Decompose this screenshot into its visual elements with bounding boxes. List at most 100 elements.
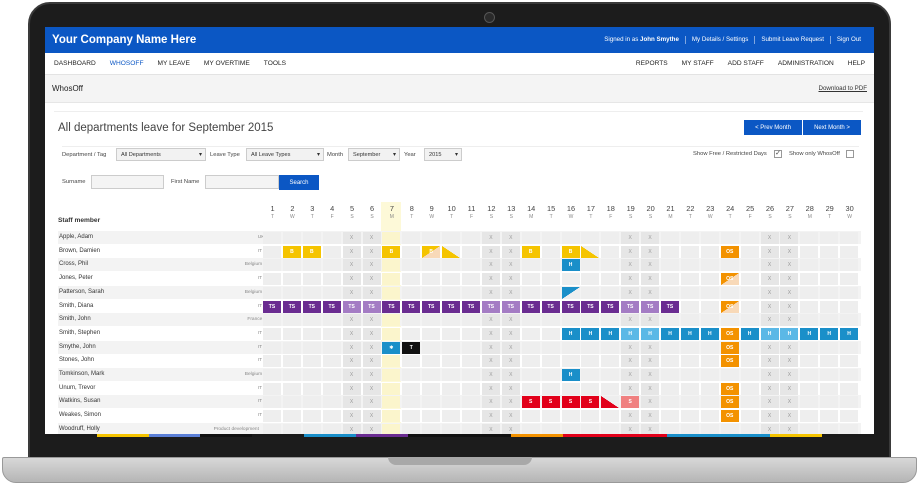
- table-row[interactable]: Tomkinson, Mark Belgium X X X X X X X X H: [58, 368, 861, 381]
- leave-cell[interactable]: S: [561, 396, 580, 409]
- weekend-cell[interactable]: X: [760, 300, 779, 313]
- staff-name[interactable]: Weakes, Simon: [59, 412, 101, 419]
- weekend-cell[interactable]: X: [481, 327, 500, 340]
- day-cell[interactable]: [820, 286, 839, 299]
- leave-cell[interactable]: B: [282, 245, 301, 258]
- nav-help[interactable]: HELP: [847, 60, 865, 67]
- leave-cell[interactable]: OS: [720, 410, 739, 423]
- day-cell[interactable]: [661, 382, 679, 395]
- day-cell[interactable]: [282, 341, 301, 354]
- weekend-cell[interactable]: X: [641, 259, 660, 272]
- day-cell[interactable]: [680, 410, 699, 423]
- day-cell[interactable]: [541, 382, 560, 395]
- day-cell[interactable]: [661, 410, 679, 423]
- day-cell[interactable]: [322, 396, 341, 409]
- day-cell[interactable]: [282, 355, 301, 368]
- day-cell[interactable]: [700, 410, 719, 423]
- day-cell[interactable]: [442, 259, 461, 272]
- leave-cell[interactable]: TS: [263, 300, 281, 313]
- day-cell[interactable]: [422, 259, 441, 272]
- day-cell[interactable]: [322, 273, 341, 286]
- day-cell[interactable]: [700, 423, 719, 436]
- day-cell[interactable]: [382, 232, 401, 244]
- firstname-input[interactable]: [205, 175, 279, 189]
- day-cell[interactable]: [282, 369, 301, 381]
- month-select[interactable]: September: [348, 148, 400, 161]
- half-day-leave-cell[interactable]: [442, 245, 461, 258]
- day-cell[interactable]: [840, 382, 859, 395]
- day-cell[interactable]: [462, 259, 480, 272]
- day-cell[interactable]: [422, 232, 441, 244]
- weekend-cell[interactable]: X: [760, 423, 779, 436]
- day-cell[interactable]: [402, 245, 421, 258]
- day-cell[interactable]: [462, 341, 480, 354]
- day-cell[interactable]: [541, 259, 560, 272]
- nav-whosoff[interactable]: WHOSOFF: [109, 60, 144, 67]
- day-cell[interactable]: [302, 232, 321, 244]
- day-cell[interactable]: [521, 314, 540, 327]
- day-cell[interactable]: [382, 423, 401, 436]
- leave-cell[interactable]: TS: [382, 300, 401, 313]
- weekend-cell[interactable]: X: [481, 355, 500, 368]
- day-cell[interactable]: [263, 314, 281, 327]
- weekend-cell[interactable]: X: [362, 259, 381, 272]
- day-cell[interactable]: [800, 232, 819, 244]
- day-cell[interactable]: [820, 396, 839, 409]
- day-cell[interactable]: [601, 314, 620, 327]
- day-cell[interactable]: [680, 423, 699, 436]
- weekend-cell[interactable]: X: [760, 273, 779, 286]
- day-cell[interactable]: [382, 396, 401, 409]
- brand-title[interactable]: Your Company Name Here: [52, 34, 197, 46]
- day-cell[interactable]: [700, 341, 719, 354]
- leave-cell[interactable]: OS: [720, 273, 739, 286]
- leave-cell[interactable]: TS: [442, 300, 461, 313]
- day-cell[interactable]: [820, 382, 839, 395]
- day-cell[interactable]: [442, 382, 461, 395]
- day-cell[interactable]: [661, 286, 679, 299]
- day-cell[interactable]: [820, 273, 839, 286]
- day-cell[interactable]: [840, 259, 859, 272]
- weekend-cell[interactable]: X: [780, 245, 799, 258]
- table-row[interactable]: Smythe, John IT X X X X X X X X ✱ T OS: [58, 340, 861, 354]
- day-cell[interactable]: [422, 369, 441, 381]
- day-cell[interactable]: [541, 232, 560, 244]
- day-cell[interactable]: [402, 423, 421, 436]
- weekend-cell[interactable]: X: [780, 355, 799, 368]
- day-cell[interactable]: [680, 396, 699, 409]
- half-day-leave-cell[interactable]: [581, 245, 600, 258]
- leave-cell[interactable]: TS: [462, 300, 480, 313]
- weekend-cell[interactable]: X: [780, 259, 799, 272]
- day-cell[interactable]: [302, 369, 321, 381]
- day-cell[interactable]: [680, 232, 699, 244]
- weekend-cell[interactable]: X: [641, 369, 660, 381]
- day-cell[interactable]: [720, 314, 739, 327]
- day-cell[interactable]: [700, 273, 719, 286]
- day-cell[interactable]: [820, 423, 839, 436]
- table-row[interactable]: Jones, Peter IT X X X X X X X X OS: [58, 272, 861, 286]
- staff-name[interactable]: Apple, Adam: [59, 234, 94, 240]
- day-cell[interactable]: [601, 286, 620, 299]
- day-cell[interactable]: [840, 410, 859, 423]
- table-row[interactable]: Weakes, Simon IT X X X X X X X X OS: [58, 409, 861, 423]
- leave-cell[interactable]: S: [541, 396, 560, 409]
- weekend-cell[interactable]: X: [641, 423, 660, 436]
- weekend-cell[interactable]: X: [501, 327, 520, 340]
- day-cell[interactable]: [800, 396, 819, 409]
- weekend-cell[interactable]: X: [501, 232, 520, 244]
- weekend-cell[interactable]: X: [481, 410, 500, 423]
- day-cell[interactable]: [263, 341, 281, 354]
- weekend-cell[interactable]: X: [342, 396, 361, 409]
- day-cell[interactable]: [840, 423, 859, 436]
- day-cell[interactable]: [581, 286, 600, 299]
- table-row[interactable]: Smith, DianaITXXXXXXXXTSTSTSTSTSTSTSTSTS…: [58, 299, 861, 313]
- leave-cell[interactable]: OS: [720, 396, 739, 409]
- day-cell[interactable]: [820, 410, 839, 423]
- staff-name[interactable]: Watkins, Susan: [59, 398, 101, 405]
- day-cell[interactable]: [581, 423, 600, 436]
- weekend-cell[interactable]: X: [481, 286, 500, 299]
- weekend-cell[interactable]: X: [342, 382, 361, 395]
- day-cell[interactable]: [302, 423, 321, 436]
- day-cell[interactable]: [302, 273, 321, 286]
- weekend-cell[interactable]: X: [501, 314, 520, 327]
- leave-cell[interactable]: H: [800, 327, 819, 340]
